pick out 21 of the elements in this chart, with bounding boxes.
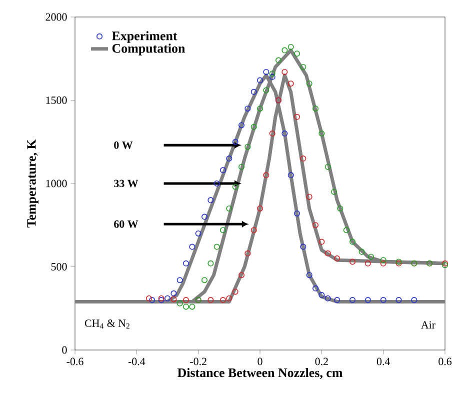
legend-label: Experiment	[112, 31, 178, 43]
x-tick-label: -0.2	[190, 358, 206, 366]
y-tick-label: 1500	[46, 96, 67, 104]
x-tick-label: 0.6	[438, 358, 452, 366]
y-tick-label: 2000	[46, 13, 67, 21]
y-tick-label: 1000	[46, 180, 67, 188]
x-axis-title: Distance Between Nozzles, cm	[178, 368, 342, 380]
annotation: 33 W	[114, 180, 138, 188]
legend-label: Computation	[112, 44, 185, 56]
annotation: 0 W	[114, 141, 133, 149]
x-tick-label: 0.2	[315, 358, 328, 366]
y-tick-label: 0	[62, 346, 67, 354]
annotation: 60 W	[114, 220, 138, 228]
x-tick-label: -0.4	[128, 358, 146, 366]
x-tick-label: 0.4	[376, 358, 390, 366]
x-tick-label: -0.6	[66, 358, 84, 366]
annotation: Air	[420, 321, 436, 328]
y-axis-title: Temperature, K	[27, 139, 38, 228]
y-tick-label: 500	[51, 263, 67, 270]
x-tick-label: 0	[258, 358, 262, 366]
annotation: CH$_{4}$ & N$_{2}$	[84, 320, 130, 328]
